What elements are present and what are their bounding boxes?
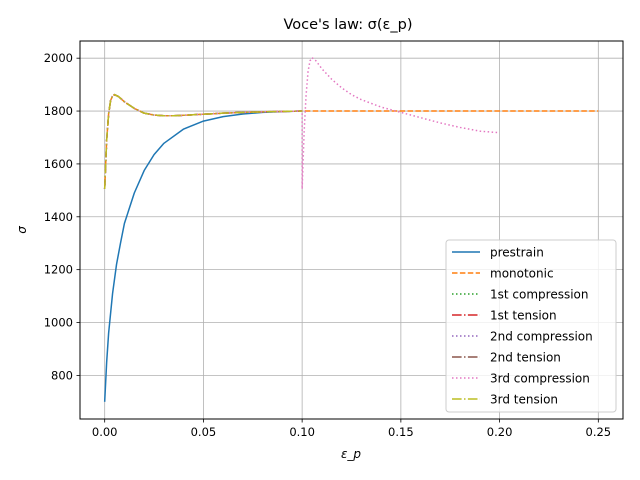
legend-label-5: 2nd tension [490,351,561,365]
legend-label-1: monotonic [490,267,554,281]
legend-label-3: 1st tension [490,309,557,323]
x-tick-label: 0.25 [586,425,612,439]
chart-title: Voce's law: σ(ε_p) [284,17,413,33]
x-tick-label: 0.05 [191,425,217,439]
legend-frame [445,239,617,413]
legend-label-2: 1st compression [490,288,589,302]
plot-area-frame [79,40,624,420]
x-tick-label: 0.15 [388,425,414,439]
legend-label-6: 3rd compression [490,372,590,386]
series-line-7 [103,93,303,190]
legend-label-0: prestrain [490,246,544,260]
y-tick-label: 1200 [44,263,73,277]
x-tick-label: 0.20 [487,425,513,439]
legend-label-4: 2nd compression [490,330,593,344]
y-tick-label: 1400 [44,210,73,224]
y-axis-label: σ [15,226,29,234]
grid [80,41,623,419]
plot-lines [103,56,599,402]
x-tick-label: 0.10 [289,425,315,439]
legend: prestrain monotonic 1st compression 1st ten… [445,239,617,413]
y-axis: 800 1000 1200 1400 1600 1800 2000 [44,51,80,382]
y-tick-label: 1800 [44,104,73,118]
y-tick-label: 2000 [44,51,73,65]
x-tick-label: 0.00 [92,425,118,439]
x-axis: 0.00 0.05 0.10 0.15 0.20 0.25 [92,419,611,439]
legend-label-7: 3rd tension [490,393,558,407]
series-line-6 [103,56,500,190]
x-axis-label: ε_p [341,447,361,461]
y-tick-label: 1600 [44,157,73,171]
y-tick-label: 1000 [44,316,73,330]
series-line-0 [103,110,303,402]
y-tick-label: 800 [51,368,73,382]
